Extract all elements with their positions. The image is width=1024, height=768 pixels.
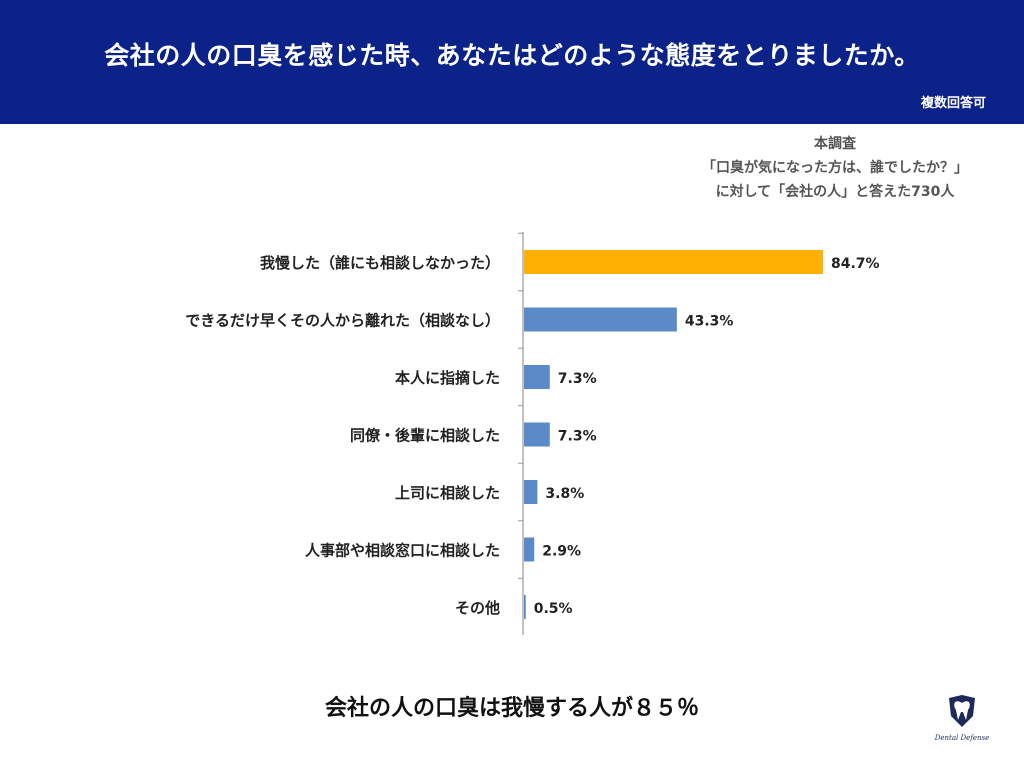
value-label: 3.8%: [545, 486, 584, 502]
category-label: できるだけ早くその人から離れた（相談なし）: [185, 312, 500, 330]
value-label: 84.7%: [831, 256, 880, 272]
survey-note-line: に対して「会社の人」と答えた730人: [715, 184, 955, 200]
multiple-answer-note: 複数回答可: [920, 96, 986, 111]
survey-note-line: 本調査: [814, 136, 856, 152]
category-label: 同僚・後輩に相談した: [350, 427, 500, 445]
survey-note-line: 「口臭が気になった方は、誰でしたか？」: [702, 160, 968, 176]
conclusion-text: 会社の人の口臭は我慢する人が８５％: [324, 696, 699, 721]
category-label: その他: [455, 599, 500, 617]
bar: [524, 250, 823, 274]
bar: [524, 365, 550, 389]
header-banner: 会社の人の口臭を感じた時、あなたはどのような態度をとりましたか。 複数回答可: [0, 0, 1024, 124]
category-label: 人事部や相談窓口に相談した: [305, 542, 500, 560]
bar: [524, 480, 538, 504]
category-label: 本人に指摘した: [395, 369, 500, 387]
category-label: 我慢した（誰にも相談しなかった）: [260, 254, 500, 272]
bar-chart: 我慢した（誰にも相談しなかった） 84.7% できるだけ早くその人から離れた（相談な…: [185, 232, 880, 635]
logo: Dental Defense: [930, 694, 994, 750]
value-label: 43.3%: [685, 314, 734, 330]
survey-note: 本調査 「口臭が気になった方は、誰でしたか？」 に対して「会社の人」と答えた73…: [640, 132, 1024, 204]
bar: [524, 595, 526, 619]
page-title: 会社の人の口臭を感じた時、あなたはどのような態度をとりましたか。: [104, 41, 920, 70]
category-label: 上司に相談した: [395, 484, 500, 502]
tooth-shield-icon: [949, 695, 975, 727]
bar: [524, 537, 535, 562]
value-label: 0.5%: [534, 601, 573, 617]
value-label: 7.3%: [558, 429, 597, 445]
bar: [524, 307, 677, 332]
value-label: 7.3%: [558, 371, 597, 387]
logo-text: Dental Defense: [934, 734, 990, 742]
bar: [524, 422, 550, 447]
value-label: 2.9%: [542, 544, 581, 560]
